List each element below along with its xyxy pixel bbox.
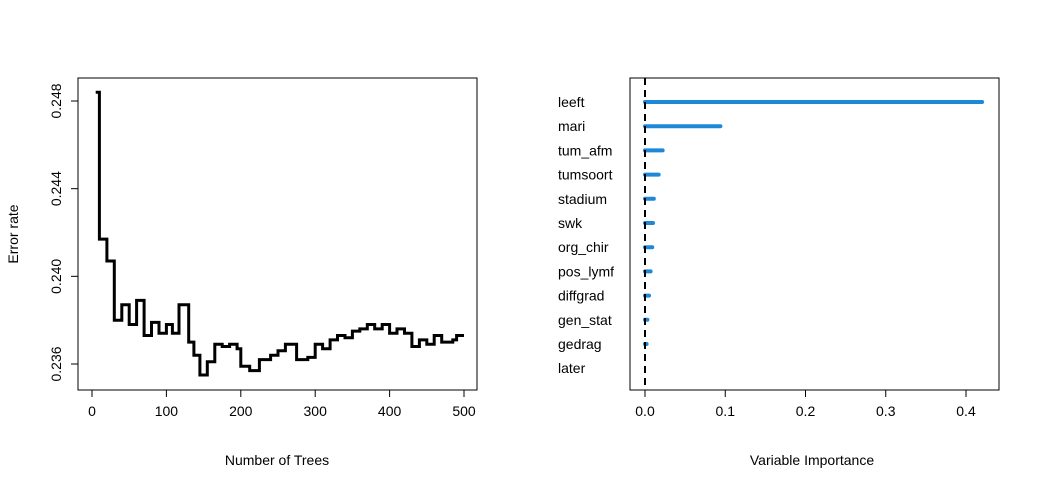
importance-category-label: diffgrad [558,288,604,304]
error-rate-panel: 0 100 200 300 400 500 0.236 0.240 0.244 0.248 Nu… [5,77,478,468]
error-rate-y-tick-label: 0.236 [48,346,64,381]
importance-x-label: Variable Importance [750,452,874,468]
error-rate-x-tick-label: 500 [452,403,476,419]
importance-plot-box [629,77,1000,391]
error-rate-x-tick-label: 200 [229,403,253,419]
error-rate-x-label: Number of Trees [225,452,329,468]
error-rate-series-line [95,90,464,377]
importance-category-label: gedrag [558,336,602,352]
variable-importance-panel: 0.0 0.1 0.2 0.3 0.4 leeft mari tum_afm tumsoort… [558,77,1000,468]
importance-x-tick-label: 0.4 [956,403,976,419]
importance-category-label: leeft [558,94,585,110]
importance-category-label: pos_lymf [558,263,614,279]
importance-category-labels: leeft mari tum_afm tumsoort stadium swk org_ch… [558,94,614,376]
error-rate-x-axis: 0 100 200 300 400 500 [88,390,476,419]
error-rate-y-label: Error rate [5,204,21,263]
importance-category-label: mari [558,118,585,134]
importance-category-label: stadium [558,191,607,207]
importance-x-tick-label: 0.0 [635,403,655,419]
error-rate-y-tick-label: 0.248 [48,83,64,118]
importance-category-label: tumsoort [558,167,613,183]
importance-bars [643,100,985,346]
importance-x-tick-label: 0.2 [796,403,816,419]
error-rate-y-tick-label: 0.244 [48,171,64,206]
error-rate-x-tick-label: 100 [155,403,179,419]
importance-category-label: org_chir [558,239,609,255]
error-rate-x-tick-label: 0 [88,403,96,419]
importance-category-label: later [558,360,586,376]
error-rate-plot-box [77,77,478,391]
importance-category-label: gen_stat [558,312,612,328]
importance-category-label: swk [558,215,583,231]
error-rate-y-axis: 0.236 0.240 0.244 0.248 [48,83,78,382]
importance-x-axis: 0.0 0.1 0.2 0.3 0.4 [635,390,976,419]
importance-category-label: tum_afm [558,142,612,158]
error-rate-x-tick-label: 400 [378,403,402,419]
error-rate-y-tick-label: 0.240 [48,259,64,294]
importance-x-tick-label: 0.3 [876,403,896,419]
importance-x-tick-label: 0.1 [716,403,736,419]
error-rate-x-tick-label: 300 [304,403,328,419]
